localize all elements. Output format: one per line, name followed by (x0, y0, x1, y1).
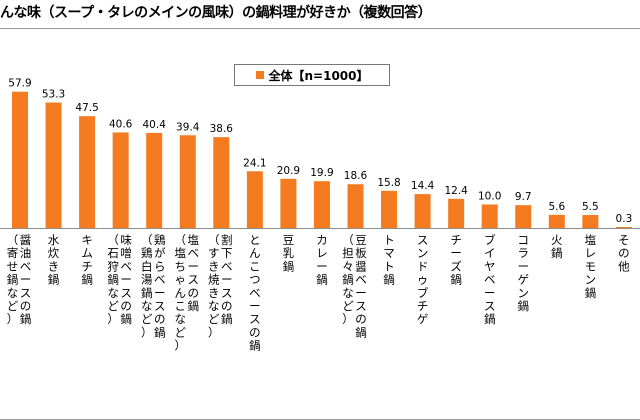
legend: 全体【n=1000】 (234, 64, 390, 86)
bar-chart: 57.9 醤油ベースの鍋（寄せ鍋など） 53.3 水炊き鍋 47.5 キムチ鍋 40.6 味噌… (0, 78, 640, 353)
data-label: 12.4 (444, 185, 468, 197)
data-label: 0.3 (616, 213, 633, 225)
category-label: 塩ベースの鍋 (188, 233, 200, 313)
data-label: 38.6 (210, 123, 234, 135)
bar (548, 214, 565, 228)
data-label: 10.0 (478, 190, 501, 202)
category-label: 醤油ベースの鍋 (20, 233, 32, 326)
category-label: その他 (618, 233, 630, 273)
bar (45, 102, 62, 228)
bar (448, 198, 465, 228)
legend-label: 全体【n=1000】 (268, 68, 369, 83)
legend-swatch (255, 71, 264, 79)
category-label: 火鍋 (551, 233, 563, 260)
category-label: ブイヤベース鍋 (484, 233, 496, 326)
category-label: スンドゥブチゲ (417, 233, 429, 326)
data-label: 19.9 (310, 167, 333, 179)
bar (146, 132, 163, 228)
data-label: 14.4 (411, 180, 435, 192)
category-label: チーズ鍋 (450, 233, 462, 287)
category-sublabel: （石狩鍋など） (107, 233, 119, 326)
bar (246, 171, 263, 228)
bar (615, 227, 632, 228)
category-label: カレー鍋 (316, 233, 328, 287)
bar (515, 205, 532, 228)
bar (213, 137, 230, 228)
data-label: 47.5 (75, 102, 98, 114)
bar (179, 135, 196, 228)
category-label: 味噌ベースの鍋 (120, 233, 132, 326)
bar (12, 91, 28, 228)
data-label: 15.8 (377, 177, 400, 189)
data-label: 53.3 (42, 89, 65, 101)
category-sublabel: （塩ちゃんこなど） (175, 233, 187, 353)
data-label: 39.4 (176, 121, 200, 133)
bar (313, 181, 330, 228)
data-label: 5.6 (548, 201, 565, 213)
category-label: 水炊き鍋 (48, 233, 60, 287)
data-label: 5.5 (582, 201, 599, 213)
category-label: 豆板醤ベースの鍋 (355, 233, 367, 339)
data-label: 18.6 (344, 170, 368, 182)
data-label: 24.1 (243, 157, 266, 169)
bar (347, 184, 364, 228)
bar (79, 116, 96, 228)
category-sublabel: （鶏白湯鍋など） (141, 233, 153, 339)
data-label: 20.9 (277, 165, 300, 177)
bar (582, 215, 599, 228)
data-label: 57.9 (8, 78, 31, 90)
bar (112, 132, 129, 228)
category-label: 豆乳鍋 (283, 233, 295, 273)
category-label: トマト鍋 (383, 233, 395, 287)
category-sublabel: （寄せ鍋など） (7, 233, 19, 326)
category-sublabel: （担々鍋など） (342, 233, 354, 326)
bar (481, 204, 498, 228)
bar (381, 190, 398, 228)
data-label: 9.7 (515, 191, 532, 203)
bar (280, 178, 297, 228)
category-label: キムチ鍋 (81, 233, 93, 287)
data-label: 40.4 (143, 119, 167, 131)
category-label: 塩レモン鍋 (585, 233, 597, 300)
category-label: コラーゲン鍋 (518, 233, 530, 313)
category-label: とんこつベースの鍋 (249, 233, 261, 353)
category-sublabel: （すき焼きなど） (208, 233, 220, 339)
chart-title: んな味（スープ・タレのメインの風味）の鍋料理が好きか（複数回答） (0, 5, 432, 21)
data-label: 40.6 (109, 118, 133, 130)
category-label: 割下ベースの鍋 (221, 233, 233, 326)
bar (414, 194, 431, 228)
category-label: 鶏がらベースの鍋 (154, 233, 166, 339)
